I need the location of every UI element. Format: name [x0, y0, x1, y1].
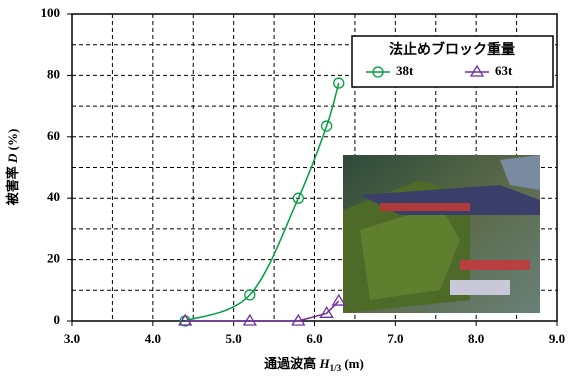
y-tick-label: 0 — [54, 312, 61, 327]
legend-title: 法止めブロック重量 — [389, 41, 515, 58]
y-tick-label: 40 — [47, 189, 60, 204]
legend-label: 38t — [396, 63, 414, 78]
y-tick-label: 100 — [41, 5, 61, 20]
y-tick-label: 20 — [47, 251, 60, 266]
x-tick-label: 6.0 — [306, 331, 322, 346]
y-tick-label: 60 — [47, 128, 60, 143]
x-tick-label: 8.0 — [468, 331, 484, 346]
series-line — [185, 83, 339, 321]
legend-label: 63t — [495, 63, 513, 78]
x-tick-label: 3.0 — [64, 331, 80, 346]
marker — [244, 315, 256, 325]
x-axis-label: 通過波高 H1/3 (m) — [264, 356, 364, 373]
x-tick-label: 4.0 — [145, 331, 161, 346]
y-tick-label: 80 — [47, 66, 60, 81]
x-tick-label: 9.0 — [549, 331, 565, 346]
inset-photo — [343, 155, 540, 313]
legend: 法止めブロック重量 38t 63t — [352, 36, 553, 87]
chart: 法止めブロック重量 38t 63t 通過波高 H1/3 (m) 被害率 D (%)… — [0, 0, 578, 378]
x-tick-label: 5.0 — [226, 331, 242, 346]
x-tick-label: 7.0 — [387, 331, 403, 346]
marker — [333, 295, 345, 305]
series-line — [185, 301, 339, 321]
y-axis-label: 被害率 D (%) — [5, 129, 20, 207]
plot — [179, 78, 345, 326]
